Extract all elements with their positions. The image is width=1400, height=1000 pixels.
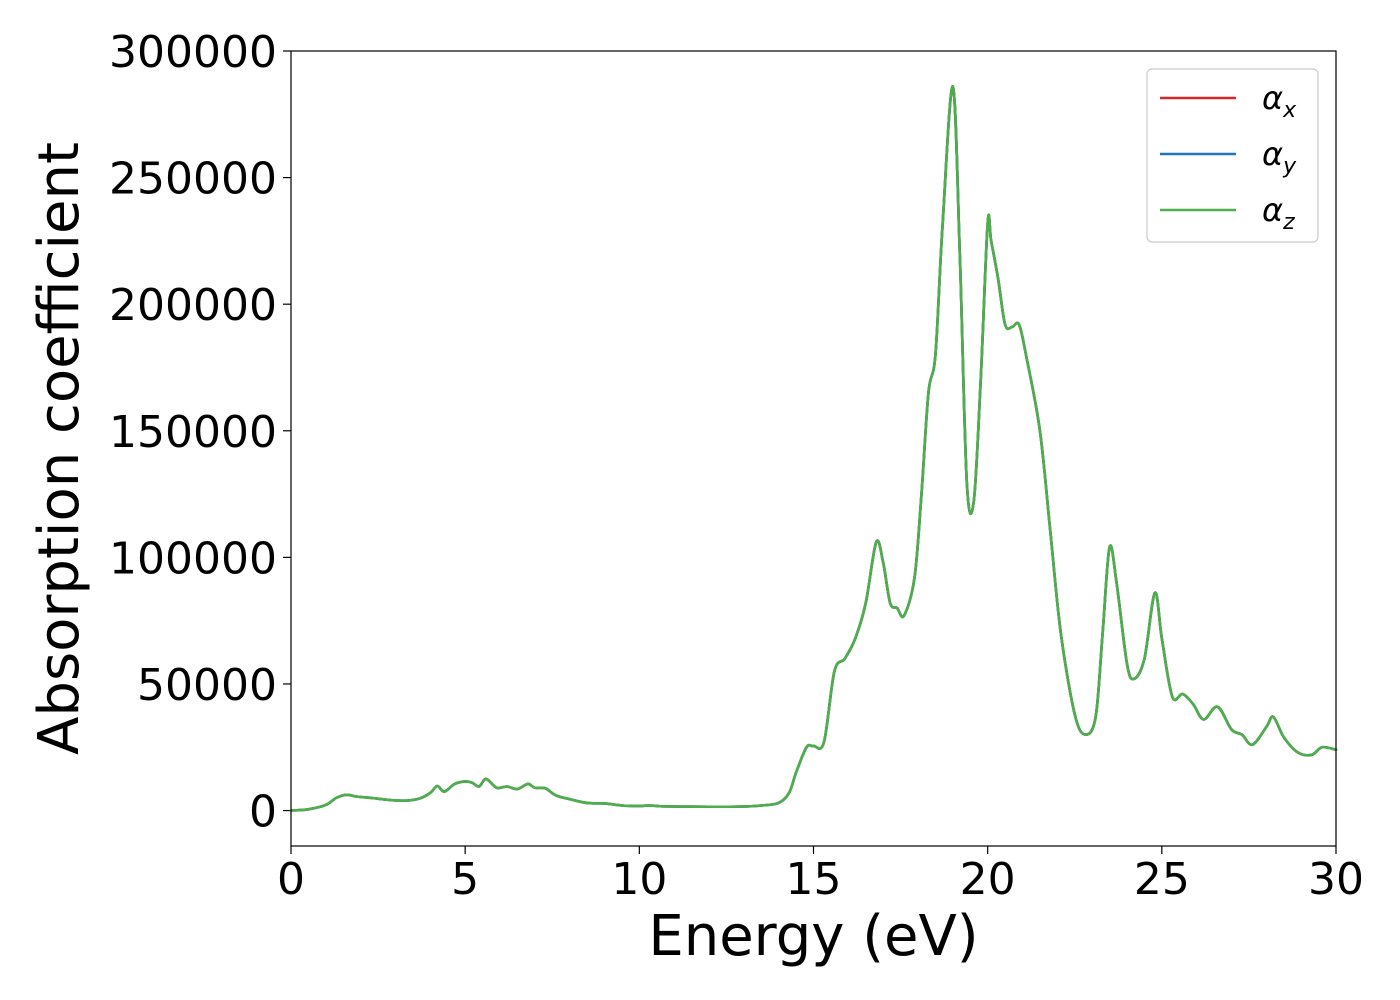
y-tick-label: 200000: [109, 280, 277, 331]
y-tick-label: 300000: [109, 27, 277, 78]
y-tick-label: 250000: [109, 154, 277, 205]
plot-area-frame: [290, 50, 1337, 847]
y-axis-ticks: 0 50000 100000 150000 200000 250000 300000: [109, 27, 291, 838]
y-tick-label: 100000: [109, 533, 277, 584]
series-layer: [289, 85, 1338, 812]
series-line-z: [289, 85, 1338, 812]
legend-box: [1146, 68, 1319, 243]
x-tick-label: 10: [611, 854, 667, 905]
x-tick-label: 0: [277, 854, 305, 905]
legend-symbol: α: [1262, 191, 1283, 229]
x-tick-label: 20: [960, 854, 1016, 905]
legend-entry-label: αx: [1262, 79, 1297, 123]
legend-subscript: x: [1282, 98, 1297, 123]
x-tick-label: 25: [1134, 854, 1190, 905]
legend-entry-label: αz: [1262, 191, 1295, 235]
x-axis-title: Energy (eV): [648, 904, 978, 969]
y-tick-label: 50000: [137, 660, 277, 711]
x-axis-ticks: 0 5 10 15 20 25 30: [277, 846, 1364, 905]
x-tick-label: 30: [1308, 854, 1364, 905]
legend-subscript: z: [1282, 210, 1295, 235]
x-tick-label: 5: [451, 854, 479, 905]
x-tick-label: 15: [786, 854, 842, 905]
legend-entry-label: αy: [1262, 135, 1297, 179]
legend-symbol: α: [1262, 79, 1283, 117]
legend-symbol: α: [1262, 135, 1283, 173]
y-tick-label: 150000: [109, 407, 277, 458]
y-axis-title: Absorption coefficient: [27, 142, 92, 755]
legend-subscript: y: [1282, 154, 1297, 179]
y-tick-label: 0: [249, 787, 277, 838]
